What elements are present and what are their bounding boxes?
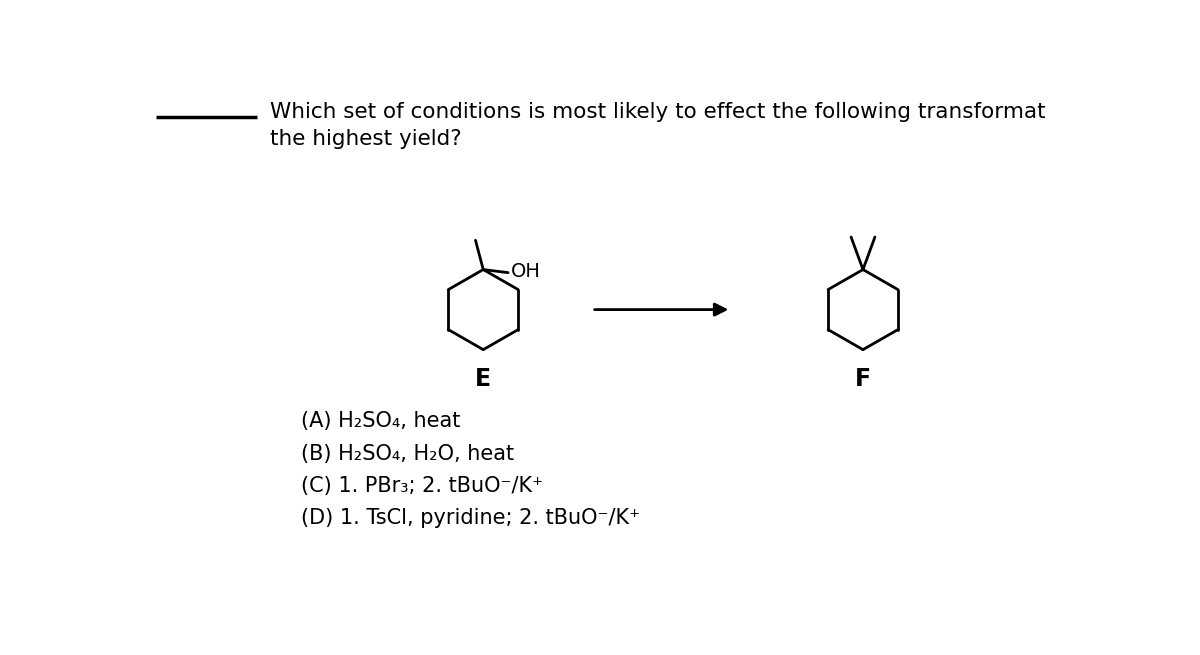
Text: (B) H₂SO₄, H₂O, heat: (B) H₂SO₄, H₂O, heat: [301, 443, 515, 464]
Text: Which set of conditions is most likely to effect the following transformat: Which set of conditions is most likely t…: [270, 102, 1045, 122]
Text: OH: OH: [511, 261, 541, 280]
Text: (C) 1. PBr₃; 2. tBuO⁻/K⁺: (C) 1. PBr₃; 2. tBuO⁻/K⁺: [301, 476, 544, 496]
Text: (D) 1. TsCl, pyridine; 2. tBuO⁻/K⁺: (D) 1. TsCl, pyridine; 2. tBuO⁻/K⁺: [301, 508, 641, 529]
Text: F: F: [854, 367, 871, 391]
Text: (A) H₂SO₄, heat: (A) H₂SO₄, heat: [301, 411, 461, 431]
Text: E: E: [475, 367, 491, 391]
Text: the highest yield?: the highest yield?: [270, 128, 462, 149]
